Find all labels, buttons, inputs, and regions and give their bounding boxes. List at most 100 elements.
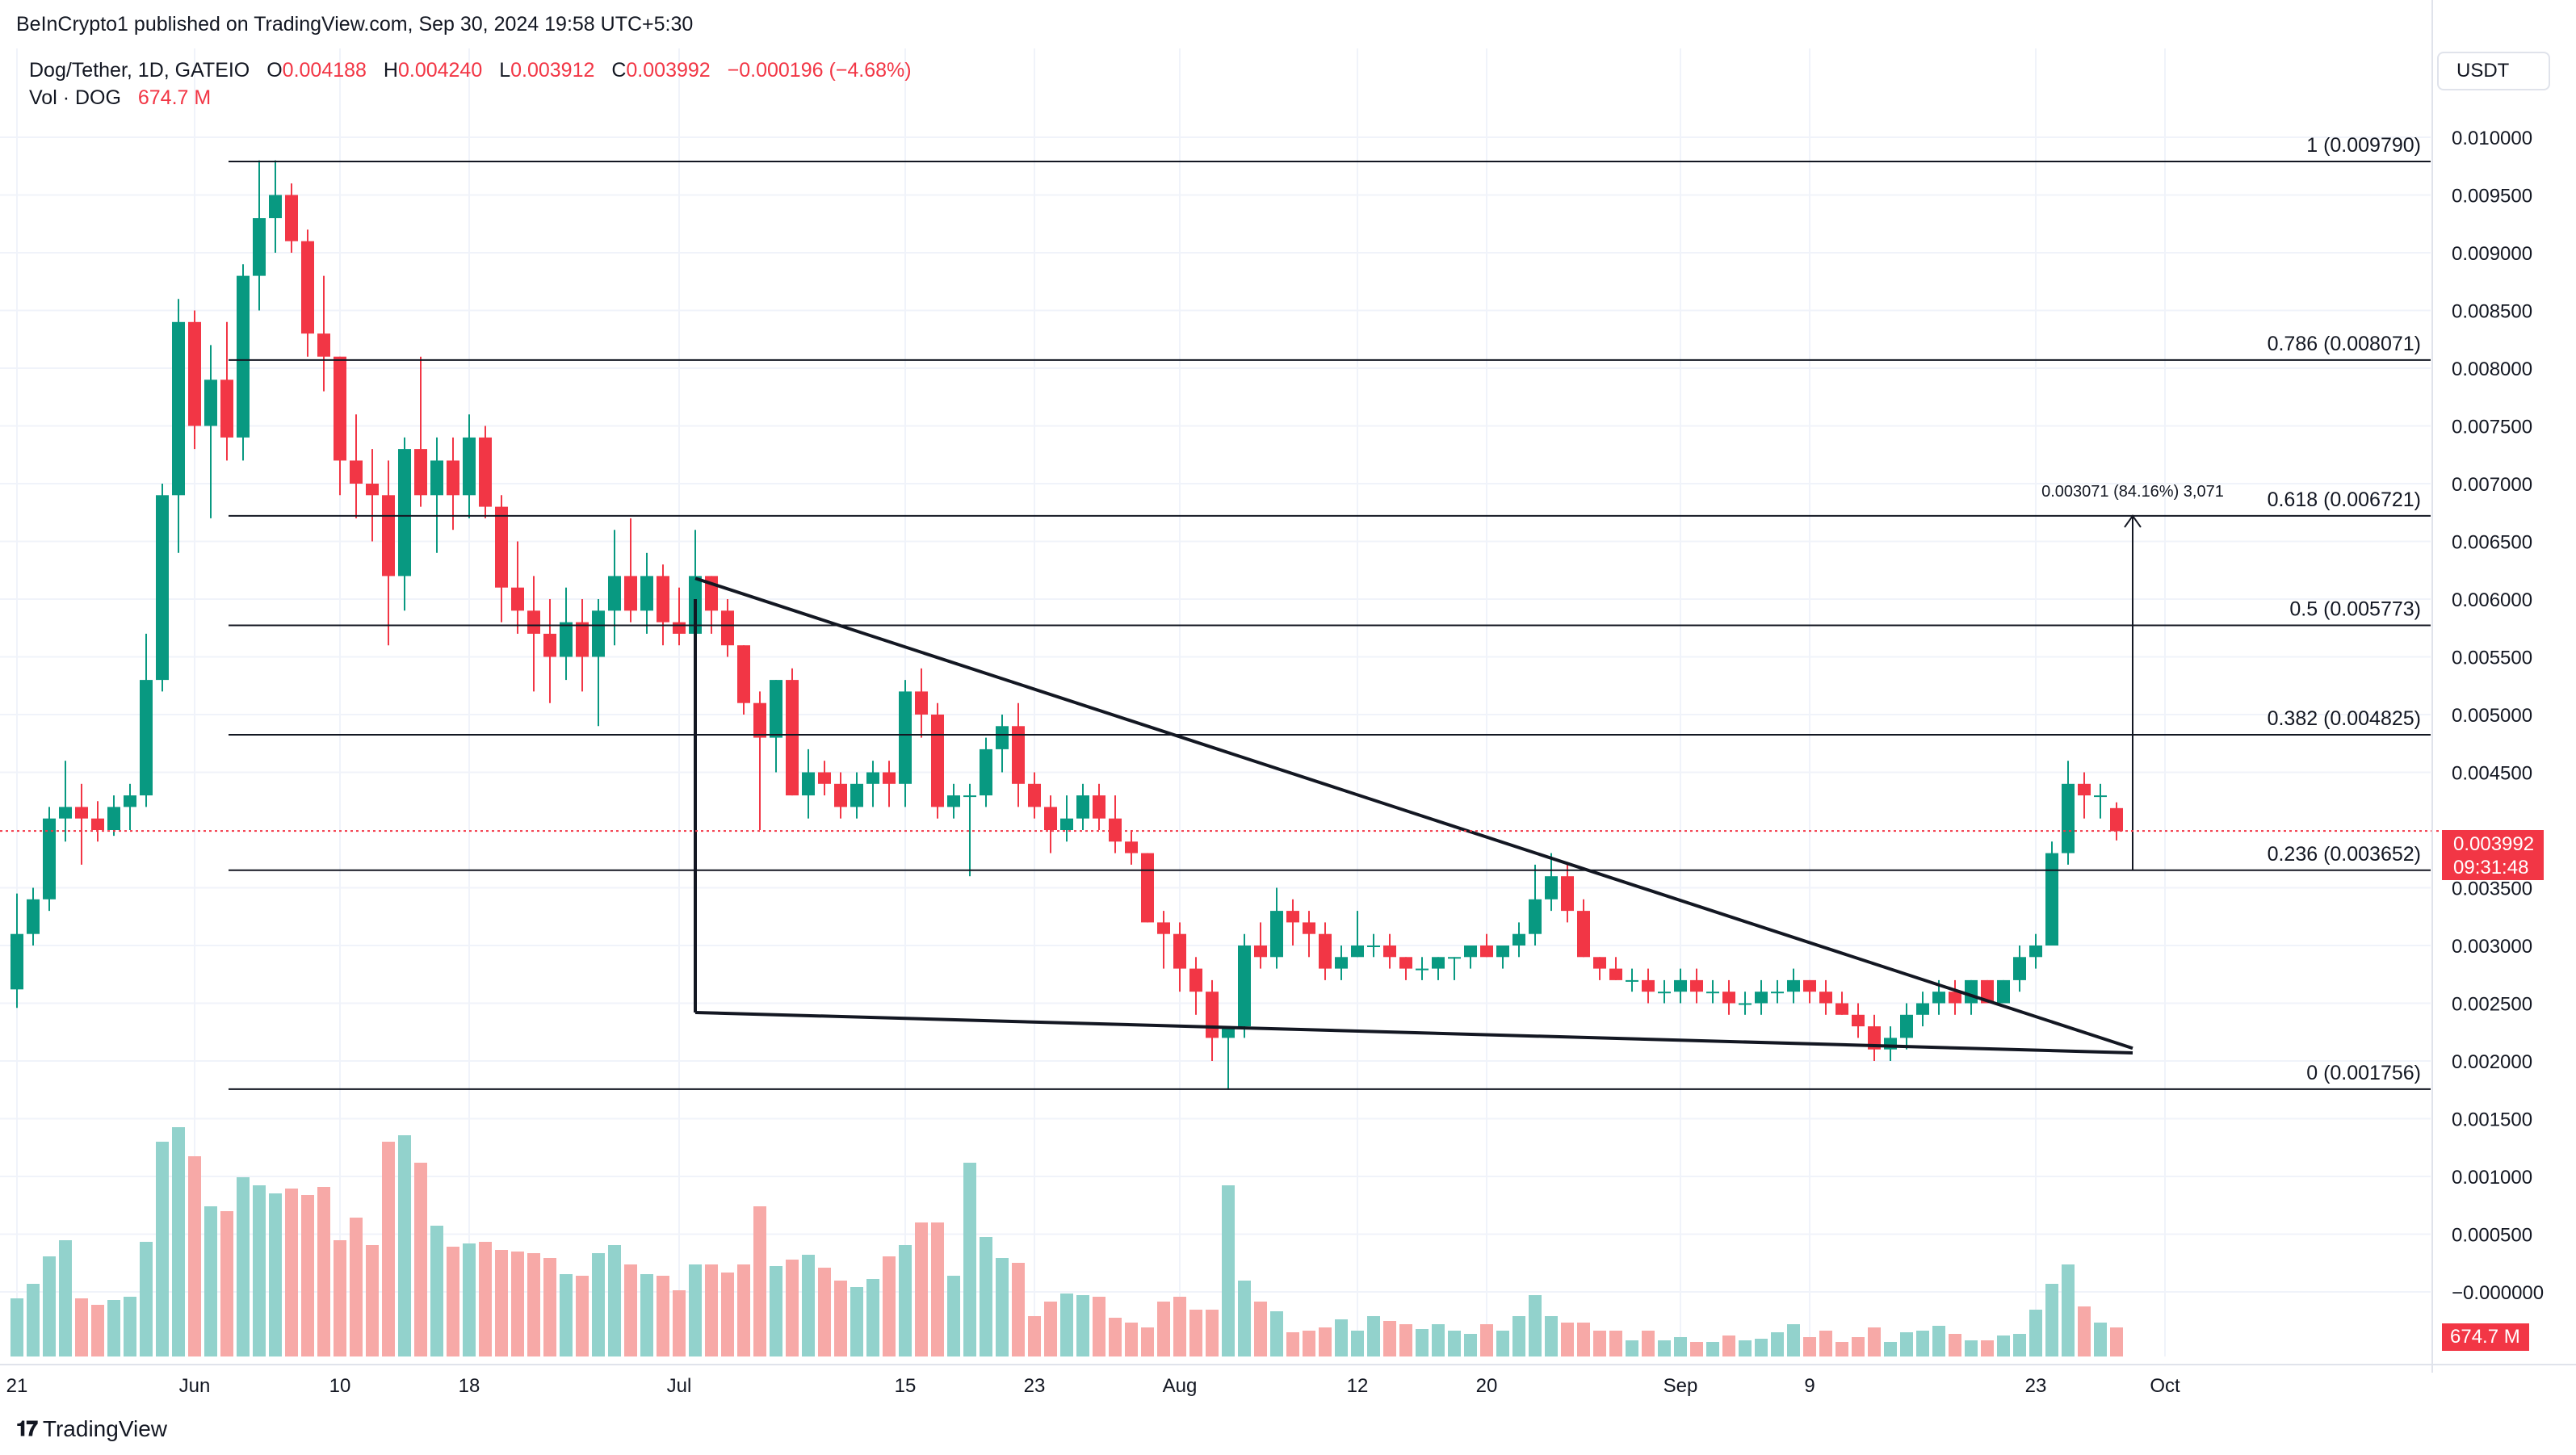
candle-body: [463, 437, 476, 496]
volume-bar: [1448, 1331, 1461, 1356]
candle-body: [1060, 818, 1073, 830]
candle-body: [43, 818, 56, 899]
volume-bar: [237, 1177, 250, 1356]
candle-body: [883, 772, 896, 784]
volume-bar: [2078, 1306, 2091, 1356]
last-price-value: 0.003992: [2453, 833, 2535, 855]
candle-body: [1609, 968, 1622, 980]
volume-bar: [1722, 1335, 1735, 1356]
volume-bar: [657, 1276, 669, 1356]
candle-body: [91, 818, 104, 830]
candle-body: [802, 772, 815, 796]
tradingview-logo[interactable]: ⁠𝟏𝟕 TradingView: [16, 1416, 167, 1442]
candle-body: [253, 218, 266, 276]
candle-body: [899, 691, 912, 784]
candle-body: [1399, 957, 1412, 969]
price-tick-label: 0.001000: [2452, 1167, 2532, 1189]
ohlc-row: Dog/Tether, 1D, GATEIO O0.004188 H0.0042…: [29, 57, 912, 84]
volume-bar: [447, 1247, 459, 1356]
candle-body: [1787, 979, 1800, 992]
time-tick-label: 15: [895, 1375, 917, 1397]
candle-body: [334, 356, 346, 461]
volume-bar: [463, 1243, 476, 1356]
volume-bar: [1626, 1340, 1638, 1356]
wedge-drawing[interactable]: 0.003071 (84.16%) 3,071: [0, 483, 2442, 1055]
candle-body: [1626, 979, 1638, 982]
candle-body: [1254, 946, 1267, 958]
candle-body: [1690, 979, 1703, 992]
volume-bar: [1141, 1327, 1154, 1356]
volume-bar: [802, 1255, 815, 1356]
candle-body: [980, 748, 992, 796]
volume-bar: [947, 1276, 960, 1356]
candle-body: [1868, 1026, 1881, 1050]
volume-bar: [156, 1142, 169, 1356]
candle-body: [398, 449, 411, 577]
volume-bar: [124, 1297, 136, 1356]
volume-bar: [107, 1300, 120, 1356]
candle-body: [75, 807, 88, 819]
fib-level-label: 0 (0.001756): [2306, 1062, 2421, 1084]
candle-body: [2062, 783, 2075, 853]
bar-countdown: 09:31:48: [2453, 857, 2529, 878]
volume-bar: [430, 1226, 443, 1356]
time-axis[interactable]: 21 Jun 10 18 Jul 15 23 Aug 12 20 Sep 9 23 Oct: [0, 1364, 2576, 1397]
tradingview-logo-icon: ⁠𝟏𝟕: [16, 1416, 38, 1440]
candle-body: [188, 321, 201, 426]
volume-bar: [1512, 1316, 1525, 1356]
volume-bar: [1529, 1295, 1542, 1356]
volume-bar: [2094, 1323, 2107, 1356]
candle-body: [1496, 946, 1509, 958]
candle-body: [1157, 922, 1170, 934]
symbol-label[interactable]: Dog/Tether, 1D, GATEIO: [29, 59, 250, 82]
candle-body: [237, 275, 250, 438]
price-tick-label: 0.006000: [2452, 589, 2532, 611]
candle-body: [1529, 899, 1542, 934]
candle-body: [1125, 841, 1138, 853]
volume-bar: [2045, 1284, 2058, 1356]
candle-body: [1932, 992, 1945, 1004]
chart-grid: [0, 48, 2431, 1356]
candle-body: [27, 899, 40, 934]
candle-body: [1432, 957, 1445, 969]
candle-body: [2110, 807, 2123, 832]
currency-selector[interactable]: USDT: [2437, 52, 2550, 90]
volume-bar: [1044, 1302, 1057, 1356]
price-tick-label: 0.008000: [2452, 359, 2532, 380]
fibonacci-levels[interactable]: 1 (0.009790) 0.786 (0.008071) 0.618 (0.006…: [229, 134, 2431, 1090]
candle-body: [673, 622, 686, 634]
candle-body: [2078, 783, 2091, 796]
candle-body: [107, 807, 120, 830]
time-tick-label: 12: [1347, 1375, 1369, 1397]
candlesticks: [10, 160, 2123, 1090]
volume-bar: [301, 1195, 314, 1356]
candle-body: [301, 241, 314, 334]
time-tick-label: 23: [2025, 1375, 2047, 1397]
brand-name: TradingView: [42, 1416, 168, 1441]
volume-bar: [317, 1187, 330, 1356]
volume-bar: [1125, 1323, 1138, 1356]
price-tick-label: 0.005500: [2452, 648, 2532, 669]
candle-body: [1351, 946, 1364, 958]
wedge-trendline: [694, 1010, 2133, 1055]
volume-bar: [915, 1222, 928, 1356]
volume-bar: [592, 1253, 605, 1356]
candle-body: [1577, 911, 1590, 958]
volume-bar: [527, 1253, 540, 1356]
candle-body: [350, 460, 363, 484]
measure-arrowhead: [2124, 514, 2142, 528]
candle-body: [1319, 933, 1332, 969]
candle-body: [1206, 992, 1219, 1038]
volume-bar: [253, 1185, 266, 1356]
volume-bar: [285, 1189, 298, 1356]
volume-label[interactable]: Vol · DOG: [29, 86, 121, 109]
price-axis[interactable]: 0.010000 0.009500 0.009000 0.008500 0.008000…: [2431, 0, 2544, 1373]
volume-bar: [673, 1290, 686, 1356]
candle-body: [317, 333, 330, 357]
volume-bar: [2013, 1334, 2026, 1356]
candle-body: [1545, 876, 1558, 899]
candle-body: [1012, 726, 1025, 784]
volume-bar: [2110, 1327, 2123, 1356]
volume-bar: [1916, 1331, 1929, 1356]
